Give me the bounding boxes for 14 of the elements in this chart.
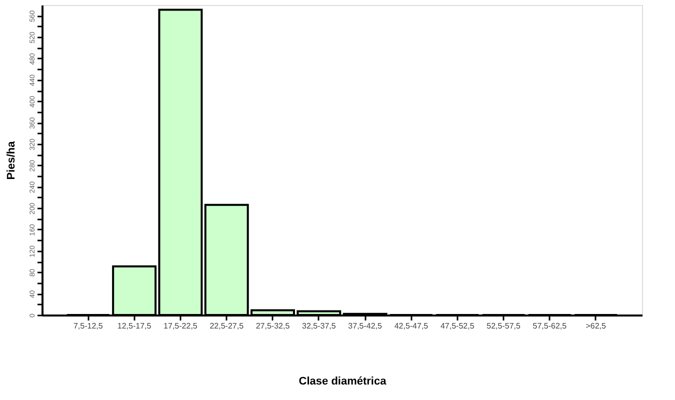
- x-tick-label: 57,5-62,5: [532, 322, 568, 330]
- x-tick-label: 52,5-57,5: [486, 322, 521, 330]
- y-axis-title: Pies/ha: [6, 140, 18, 180]
- x-tick-label: 22,5-27,5: [210, 322, 244, 330]
- x-tick-label: 32,5-37,5: [302, 322, 336, 330]
- x-tick-label: 12,5-17,5: [117, 322, 152, 330]
- x-tick-label: 27,5-32,5: [256, 322, 290, 330]
- x-tick-label: 37,5-42,5: [348, 322, 383, 330]
- x-tick-label: 7,5-12,5: [73, 322, 104, 330]
- x-tick-label: 17,5-22,5: [164, 322, 198, 330]
- x-tick-label: >62,5: [586, 322, 607, 330]
- x-axis-title: Clase diamétrica: [298, 376, 388, 388]
- x-tick-label: 47,5-52,5: [440, 322, 475, 330]
- x-tick-label: 42,5-47,5: [394, 322, 429, 330]
